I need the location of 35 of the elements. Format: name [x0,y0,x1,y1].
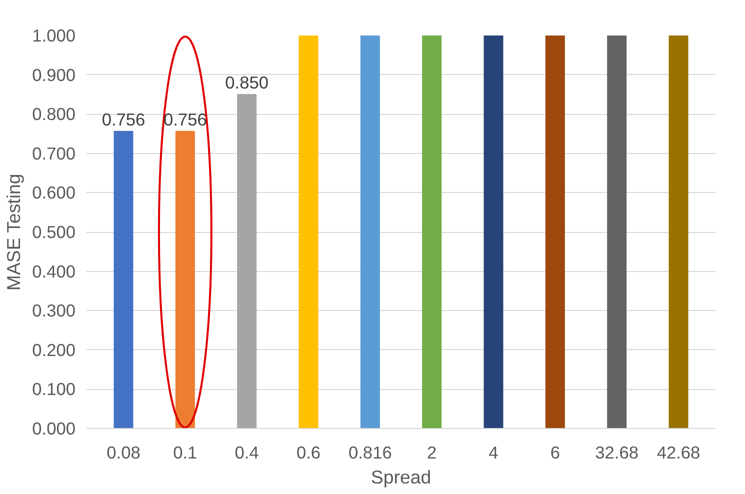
y-tick-label: 0.100 [32,379,76,400]
y-tick-label: 0.900 [32,64,76,85]
y-tick-label: 0.300 [32,300,76,321]
x-tick-label: 0.08 [106,442,140,462]
bar [360,36,380,428]
y-tick-label: 1.000 [32,26,76,46]
bar [545,36,565,428]
y-tick-label: 0.200 [32,340,76,360]
x-axis-title: Spread [370,466,432,488]
bar [114,130,134,428]
x-tick-label: 0.816 [348,442,392,462]
bar [668,36,688,428]
x-tick-label: 0.4 [234,442,260,462]
y-tick-label: 0.500 [32,222,76,242]
y-tick-label: 0.800 [32,104,76,124]
bar [237,94,257,428]
x-tick-label: 6 [550,442,560,462]
y-tick-label: 0.600 [32,182,76,203]
x-tick-label: 0.6 [296,442,321,462]
data-label: 0.850 [225,72,269,92]
x-tick-label: 0.1 [173,442,198,462]
y-axis-title: MASE Testing [3,174,24,291]
y-tick-label: 0.400 [32,261,76,282]
x-tick-label: 2 [427,442,437,462]
y-tick-label: 0.000 [32,418,76,438]
x-tick-label: 32.68 [595,442,639,462]
x-tick-label: 42.68 [656,442,700,462]
x-tick-label: 4 [488,442,499,462]
y-tick-label: 0.700 [32,143,76,164]
bar [422,36,442,428]
bar [607,36,627,428]
data-label: 0.756 [102,109,146,130]
bar [484,36,504,428]
bar [175,130,195,428]
bar [298,36,318,428]
